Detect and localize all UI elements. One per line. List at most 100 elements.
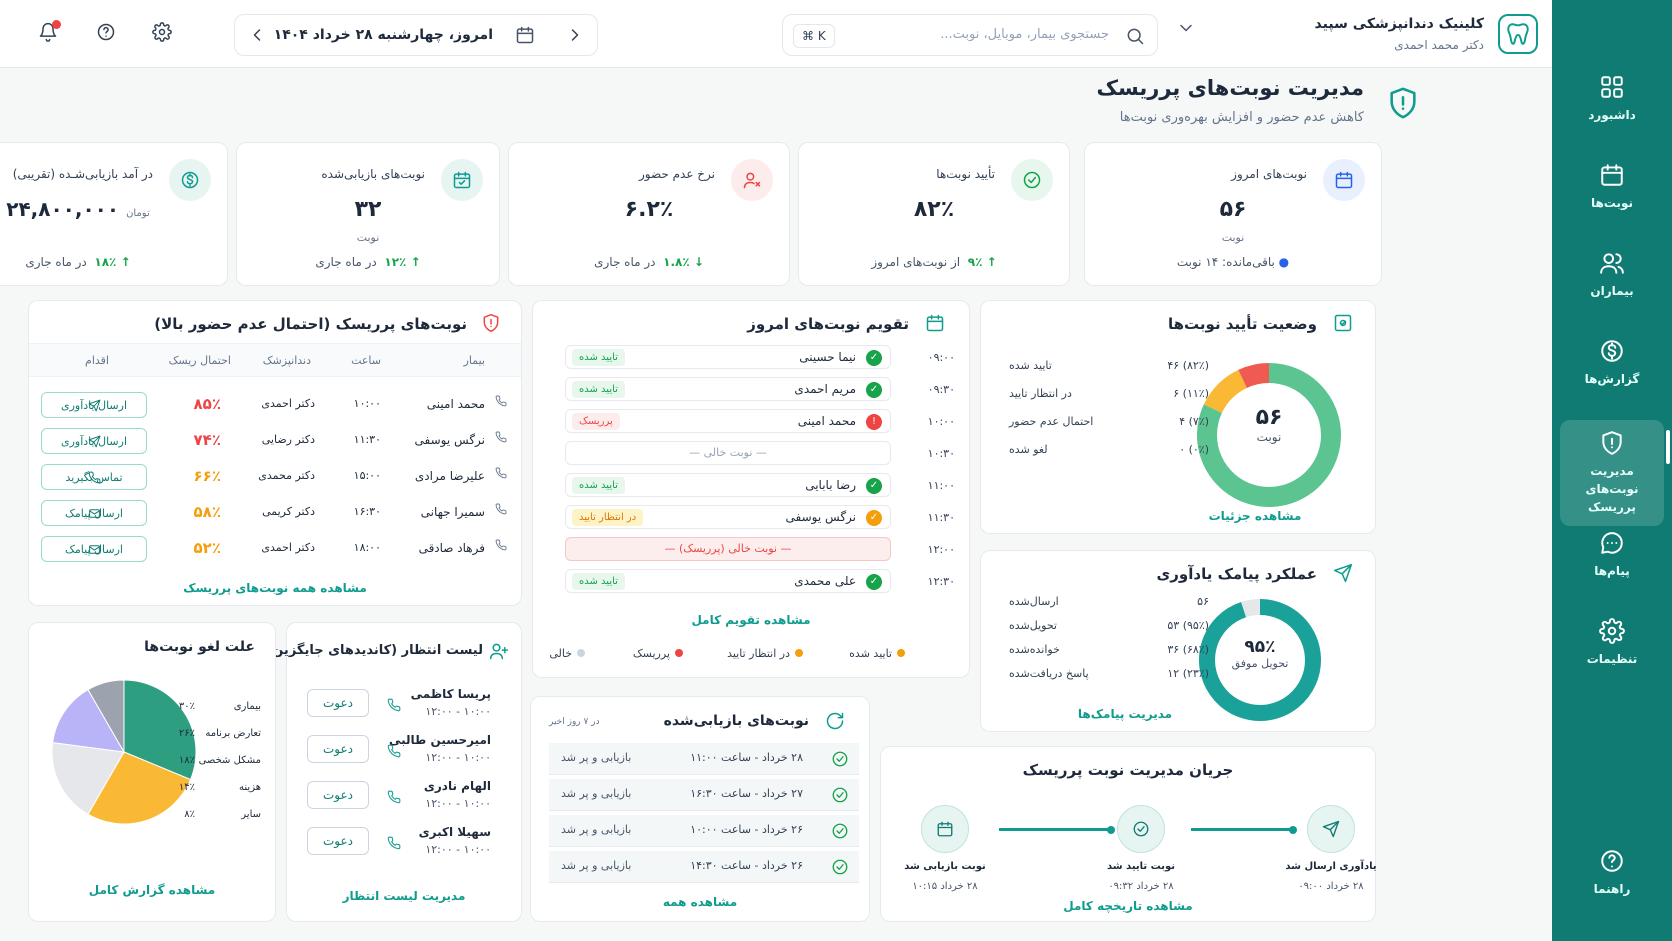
phone-icon[interactable] bbox=[495, 503, 507, 518]
next-day-icon[interactable] bbox=[565, 25, 585, 45]
view-full-report-link[interactable]: مشاهده گزارش کامل bbox=[88, 883, 216, 897]
manage-waitlist-link[interactable]: مدیریت لیست انتظار bbox=[342, 889, 466, 903]
candidate-time: ۱۰:۰۰ - ۱۲:۰۰ bbox=[425, 797, 491, 810]
chevron-down-icon[interactable] bbox=[1176, 18, 1196, 38]
calendar-icon[interactable] bbox=[515, 25, 535, 45]
user-x-icon bbox=[731, 159, 773, 201]
view-full-calendar-link[interactable]: مشاهده تقویم کامل bbox=[691, 613, 811, 627]
sidebar-item-appointments[interactable]: نوبت‌ها bbox=[1560, 162, 1664, 212]
slot-patient: مریم احمدی bbox=[794, 382, 856, 396]
pie-slice bbox=[87, 679, 125, 754]
stat-label: تأیید نوبت‌ها bbox=[936, 167, 995, 181]
patient-name[interactable]: نرگس یوسفی bbox=[414, 433, 485, 447]
status-check-icon: ✓ bbox=[866, 510, 882, 526]
recovered-row[interactable]: ۲۸ خرداد - ساعت ۱۱:۰۰ بازیابی و پر شد bbox=[549, 743, 859, 775]
search-icon bbox=[1125, 26, 1145, 46]
sidebar-item-reports[interactable]: گزارش‌ها bbox=[1560, 338, 1664, 388]
stat-card-confirm: تأیید نوبت‌ها ۸۲٪ ↑ ۹٪ از نوبت‌های امروز bbox=[798, 142, 1070, 286]
slot-time: ۱۰:۰۰ bbox=[927, 415, 955, 428]
status-badge: تایید شده bbox=[572, 349, 625, 366]
sidebar-item-patients[interactable]: بیماران bbox=[1560, 250, 1664, 300]
candidate-name: سهیلا اکبری bbox=[418, 825, 491, 839]
phone-icon[interactable] bbox=[495, 431, 507, 446]
calendar-slot[interactable]: ✓ نرگس یوسفی در انتظار تایید bbox=[565, 505, 891, 529]
action-button[interactable]: ارسال پیامک bbox=[41, 536, 147, 562]
action-button[interactable]: تماس بگیرید bbox=[41, 464, 147, 490]
patient-name[interactable]: علیرضا مرادی bbox=[414, 469, 485, 483]
dollar-icon bbox=[169, 159, 211, 201]
gear-icon[interactable] bbox=[152, 22, 172, 42]
manage-sms-link[interactable]: مدیریت پیامک‌ها bbox=[1077, 707, 1173, 721]
table-row: سمیرا جهانی ۱۶:۳۰ دکتر کریمی ۵۸٪ ارسال پیامک bbox=[29, 495, 521, 531]
shield-icon bbox=[1386, 86, 1420, 124]
view-details-link[interactable]: مشاهده جزئیات bbox=[1208, 509, 1302, 523]
action-button[interactable]: ارسال پیامک bbox=[41, 500, 147, 526]
page-title: مدیریت نوبت‌های پرریسک bbox=[1096, 76, 1364, 100]
calendar-slot[interactable]: ! محمد امینی پرریسک bbox=[565, 409, 891, 433]
dentist-name: دکتر رضایی bbox=[261, 433, 315, 446]
recovered-row[interactable]: ۲۷ خرداد - ساعت ۱۶:۳۰ بازیابی و پر شد bbox=[549, 779, 859, 811]
phone-icon[interactable] bbox=[387, 789, 401, 808]
clinic-name[interactable]: کلینیک دندانپزشکی سپید bbox=[1314, 16, 1484, 32]
clinic-logo[interactable] bbox=[1498, 14, 1538, 54]
action-button[interactable]: ارسال یادآوری bbox=[41, 428, 147, 454]
table-row: محمد امینی ۱۰:۰۰ دکتر احمدی ۸۵٪ ارسال یادآور… bbox=[29, 387, 521, 423]
recovered-row[interactable]: ۲۶ خرداد - ساعت ۱۴:۳۰ بازیابی و پر شد bbox=[549, 851, 859, 883]
flow-step-label: یادآوری ارسال شد bbox=[1285, 861, 1377, 872]
main-area: کلینیک دندانپزشکی سپید دکتر محمد احمدی ج… bbox=[0, 14, 1552, 922]
search-input[interactable]: جستجوی بیمار، موبایل، نوبت... ⌘ K bbox=[782, 14, 1158, 56]
phone-icon[interactable] bbox=[387, 743, 401, 762]
sidebar-item-settings[interactable]: تنظیمات bbox=[1560, 618, 1664, 668]
calendar-slot[interactable]: ✓ نیما حسینی تایید شده bbox=[565, 345, 891, 369]
phone-icon[interactable] bbox=[387, 835, 401, 854]
phone-icon[interactable] bbox=[495, 467, 507, 482]
invite-button[interactable]: دعوت bbox=[307, 781, 369, 809]
action-button[interactable]: ارسال یادآوری bbox=[41, 392, 147, 418]
invite-button[interactable]: دعوت bbox=[307, 735, 369, 763]
prev-day-icon[interactable] bbox=[247, 25, 267, 45]
calendar-slot[interactable]: ✓ رضا بابایی تایید شده bbox=[565, 473, 891, 497]
cause-percent: ۱۸٪ bbox=[178, 755, 195, 766]
phone-icon[interactable] bbox=[495, 395, 507, 410]
recovered-appointments-card: نوبت‌های بازیابی‌شده در ۷ روز اخیر ۲۸ خر… bbox=[530, 696, 870, 922]
invite-button[interactable]: دعوت bbox=[307, 689, 369, 717]
current-date: امروز، چهارشنبه ۲۸ خرداد ۱۴۰۴ bbox=[273, 27, 493, 43]
pie-slice bbox=[51, 742, 125, 816]
view-all-high-risk-link[interactable]: مشاهده همه نوبت‌های پرریسک bbox=[183, 581, 367, 595]
calendar-icon bbox=[925, 313, 945, 333]
candidate-name: الهام نادری bbox=[423, 779, 491, 793]
patient-name[interactable]: فرهاد صادقی bbox=[418, 541, 485, 555]
table-header: بیمار ساعت دندانپزشک احتمال ریسک اقدام bbox=[29, 343, 521, 377]
sidebar-item-help[interactable]: راهنما bbox=[1560, 848, 1664, 898]
status-row: لغو شده ۰ (۰٪) bbox=[1009, 443, 1209, 461]
stat-label: نوبت‌های بازیابی‌شده bbox=[321, 167, 425, 181]
recovered-row[interactable]: ۲۶ خرداد - ساعت ۱۰:۰۰ بازیابی و پر شد bbox=[549, 815, 859, 847]
sidebar-item-dashboard[interactable]: داشبورد bbox=[1560, 74, 1664, 124]
pie-slice bbox=[52, 688, 125, 753]
calendar-slot[interactable]: ✓ علی محمدی تایید شده bbox=[565, 569, 891, 593]
stat-label: در آمد بازیابی‌شـده (تقریبی) bbox=[12, 167, 153, 181]
view-full-history-link[interactable]: مشاهده تاریخچه کامل bbox=[1063, 899, 1193, 913]
stat-unit: نوبت bbox=[356, 231, 380, 244]
patient-name[interactable]: سمیرا جهانی bbox=[420, 505, 485, 519]
calendar-slot[interactable]: — نوبت خالی (پرریسک) — bbox=[565, 537, 891, 561]
flow-connector bbox=[999, 828, 1113, 831]
patient-name[interactable]: محمد امینی bbox=[426, 397, 485, 411]
status-label: احتمال عدم حضور bbox=[1009, 415, 1094, 428]
date-navigator: امروز، چهارشنبه ۲۸ خرداد ۱۴۰۴ bbox=[234, 14, 598, 56]
sidebar-item-high-risk[interactable]: مدیریت نوبت‌های پرریسک bbox=[1560, 420, 1664, 526]
sidebar-item-messages[interactable]: پیام‌ها bbox=[1560, 530, 1664, 580]
calendar-slot[interactable]: — نوبت خالی — bbox=[565, 441, 891, 465]
phone-icon[interactable] bbox=[387, 697, 401, 716]
invite-button[interactable]: دعوت bbox=[307, 827, 369, 855]
help-icon[interactable] bbox=[96, 22, 116, 42]
dentist-name: دکتر کریمی bbox=[262, 505, 315, 518]
cause-label: بیماری bbox=[233, 701, 261, 712]
view-all-link[interactable]: مشاهده همه bbox=[662, 895, 738, 909]
check-circle-icon bbox=[831, 858, 849, 879]
phone-icon[interactable] bbox=[495, 539, 507, 554]
calendar-slot[interactable]: ✓ مریم احمدی تایید شده bbox=[565, 377, 891, 401]
appointment-time: ۱۸:۰۰ bbox=[353, 541, 381, 554]
sms-value: ۵۳ (۹۵٪) bbox=[1167, 619, 1209, 632]
card-title: عملکرد پیامک یادآوری bbox=[1156, 565, 1317, 583]
